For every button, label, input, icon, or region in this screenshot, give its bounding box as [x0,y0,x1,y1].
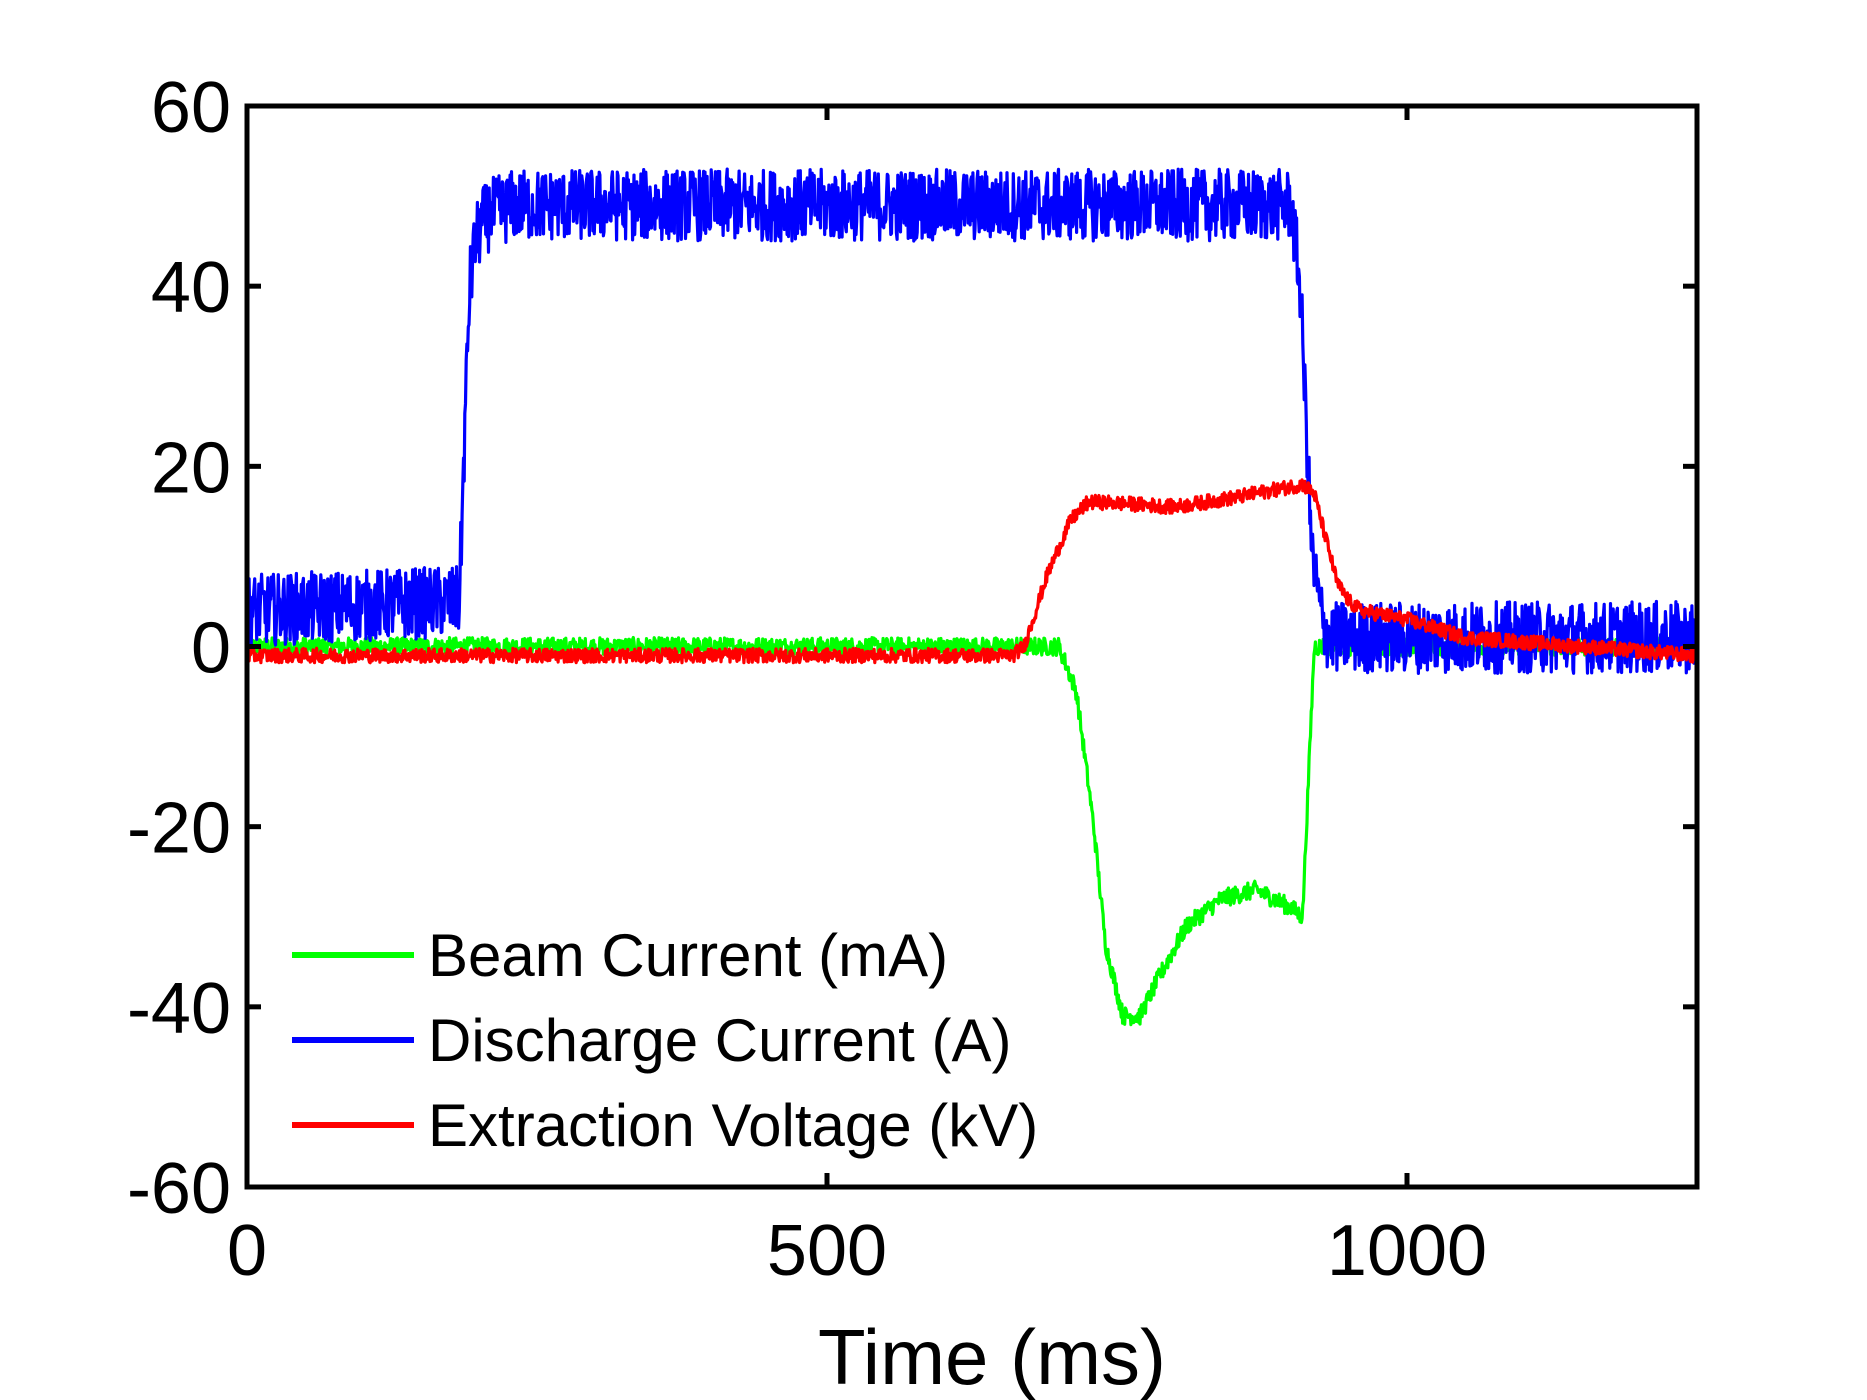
y-tick-label: -40 [127,969,231,1049]
plot-lines [245,167,1699,1027]
y-tick-label: 20 [151,428,231,508]
legend: Beam Current (mA) Discharge Current (A) Ex… [292,922,1038,1159]
legend-label: Discharge Current (A) [428,1007,1012,1074]
x-axis-title: Time (ms) [818,1313,1166,1400]
legend-label: Extraction Voltage (kV) [428,1092,1038,1159]
x-tick-label: 500 [767,1211,887,1291]
x-tick-label: 1000 [1327,1211,1487,1291]
x-tick-label: 0 [227,1211,267,1291]
x-tick-labels: 0 500 1000 [227,1211,1487,1291]
y-tick-label: -60 [127,1149,231,1229]
y-tick-label: -20 [127,789,231,869]
y-tick-label: 0 [191,609,231,689]
y-tick-label: 60 [151,68,231,148]
y-tick-label: 40 [151,248,231,328]
series-line-1 [245,167,1699,675]
series-line-2 [245,478,1699,665]
y-tick-labels: 60 40 20 0 -20 -40 -60 [127,68,231,1229]
tick-marks [244,103,1697,1190]
legend-label: Beam Current (mA) [428,922,948,989]
